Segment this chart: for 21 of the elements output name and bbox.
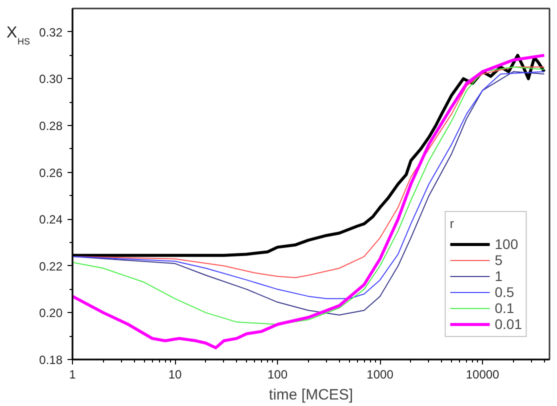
y-tick-label: 0.20 <box>39 306 63 320</box>
legend-label: 100 <box>494 236 518 252</box>
legend-label: 1 <box>494 268 504 284</box>
legend-label: 5 <box>494 252 504 268</box>
x-tick-label: 10000 <box>466 368 500 382</box>
legend-label: 0.01 <box>494 316 522 332</box>
y-tick-label: 0.18 <box>39 353 63 367</box>
y-tick-label: 0.28 <box>39 119 63 133</box>
x-tick-label: 100 <box>268 368 288 382</box>
x-axis-title: time [MCES] <box>268 386 354 404</box>
legend-title: r <box>450 216 456 231</box>
y-tick-label: 0.32 <box>39 25 63 40</box>
legend-label: 0.1 <box>494 300 515 316</box>
x-tick-label: 1000 <box>366 368 394 382</box>
y-tick-label: 0.22 <box>39 259 63 274</box>
x-tick-label: 1 <box>69 368 76 382</box>
x-tick-label: 10 <box>168 368 182 382</box>
y-tick-label: 0.26 <box>39 166 63 180</box>
legend-label: 0.5 <box>494 284 515 300</box>
y-tick-label: 0.30 <box>39 72 63 86</box>
y-tick-label: 0.24 <box>39 212 63 227</box>
